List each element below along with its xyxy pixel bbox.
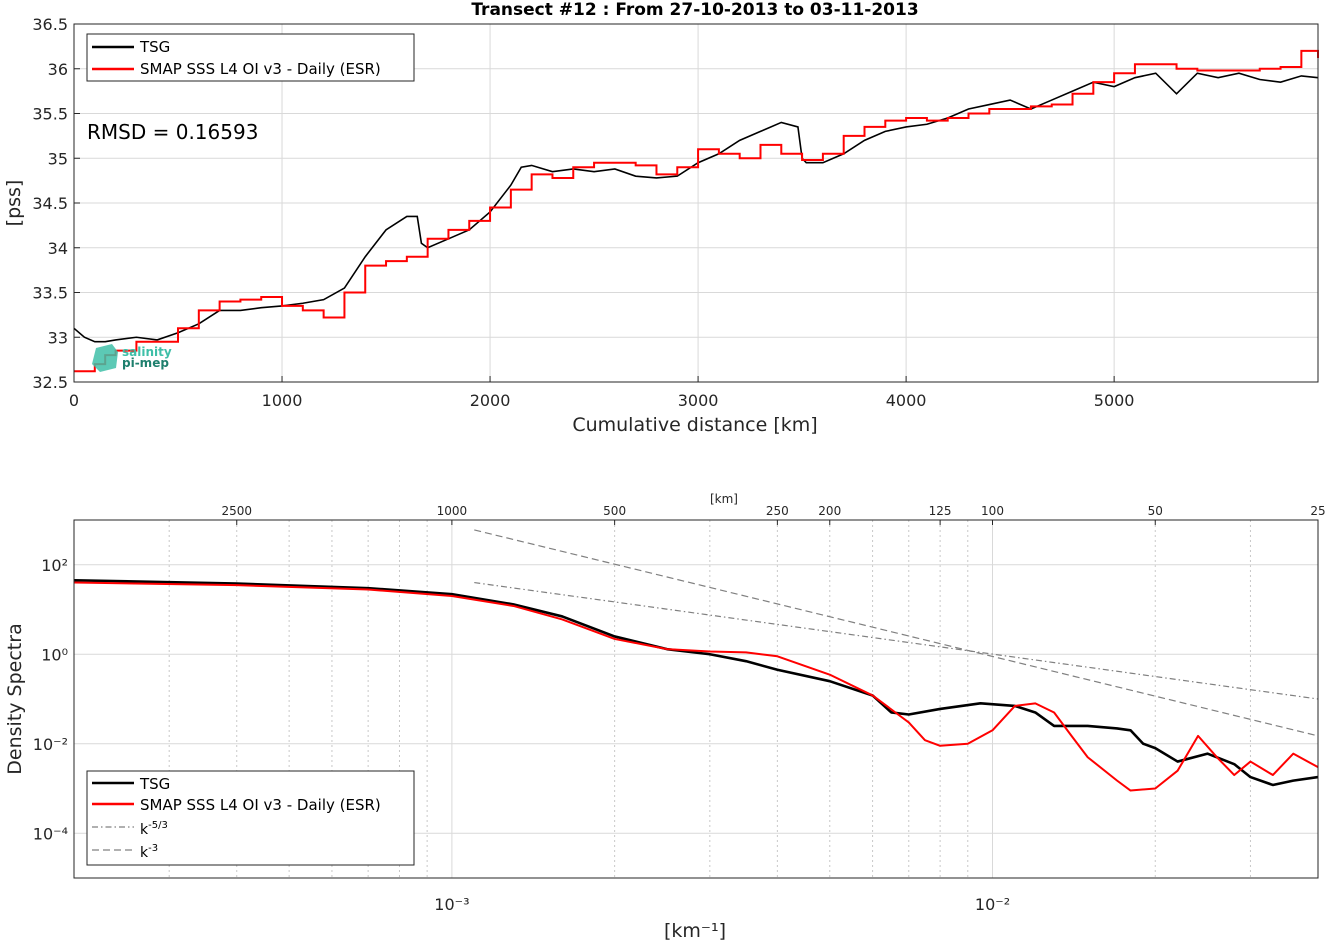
top-x-tick-label: 1000 bbox=[262, 391, 303, 410]
bottom-top-axis-label: [km] bbox=[710, 492, 738, 506]
top-plot-frame bbox=[73, 23, 1319, 383]
top-x-tick-label: 4000 bbox=[886, 391, 927, 410]
bottom-legend-tsg-label: TSG bbox=[139, 775, 170, 793]
bottom-series bbox=[73, 529, 1319, 792]
top-y-tick-label: 33 bbox=[48, 328, 68, 347]
top-series bbox=[73, 49, 1319, 373]
bottom-top-tick-label: 500 bbox=[603, 504, 626, 518]
top-x-tick-label: 3000 bbox=[678, 391, 719, 410]
top-y-tick-label: 36.5 bbox=[32, 15, 68, 34]
bottom-series-smap-line bbox=[73, 581, 1319, 792]
bottom-chart: 10⁻³ 10⁻² 10² 10⁰ 10⁻² 10⁻⁴ 2500 1000 500 250 200 1… bbox=[4, 492, 1326, 942]
top-y-tick-label: 34 bbox=[48, 239, 68, 258]
top-legend: TSG SMAP SSS L4 OI v3 - Daily (ESR) bbox=[86, 33, 415, 82]
bottom-series-tsg-line bbox=[73, 578, 1319, 787]
logo-text-pimep: pi-mep bbox=[122, 356, 169, 370]
top-y-tick-label: 36 bbox=[48, 60, 68, 79]
bottom-top-tick-label: 250 bbox=[766, 504, 789, 518]
top-x-axis-label: Cumulative distance [km] bbox=[572, 414, 817, 436]
bottom-top-tick-label: 100 bbox=[981, 504, 1004, 518]
top-chart: Transect #12 : From 27-10-2013 to 03-11-… bbox=[3, 0, 1319, 436]
top-y-tick-label: 35 bbox=[48, 149, 68, 168]
top-series-smap-line bbox=[74, 49, 1319, 373]
top-legend-tsg-label: TSG bbox=[139, 38, 170, 56]
bottom-legend-smap-label: SMAP SSS L4 OI v3 - Daily (ESR) bbox=[140, 796, 381, 814]
top-x-tick-label: 2000 bbox=[470, 391, 511, 410]
bottom-top-tick-label: 2500 bbox=[221, 504, 252, 518]
top-x-tick-label: 5000 bbox=[1094, 391, 1135, 410]
top-y-axis-label: [pss] bbox=[3, 180, 25, 227]
top-legend-box bbox=[86, 33, 415, 82]
logo-text-salinity: salinity bbox=[122, 345, 172, 359]
bottom-top-tick-label: 25 bbox=[1310, 504, 1325, 518]
bottom-plot-frame bbox=[73, 519, 1319, 879]
salinity-pi-mep-logo: salinity pi-mep bbox=[92, 344, 172, 372]
top-y-tick-label: 32.5 bbox=[32, 373, 68, 392]
bottom-x-tick-label: 10⁻³ bbox=[434, 895, 469, 914]
bottom-y-tick-label: 10² bbox=[41, 556, 68, 575]
bottom-x-axis-label: [km⁻¹] bbox=[664, 920, 726, 942]
bottom-series-k3-line bbox=[474, 529, 1319, 737]
bottom-y-tick-label: 10⁰ bbox=[41, 645, 68, 664]
bottom-y-tick-label: 10⁻² bbox=[33, 735, 68, 754]
bottom-top-tick-label: 125 bbox=[929, 504, 952, 518]
top-legend-smap-label: SMAP SSS L4 OI v3 - Daily (ESR) bbox=[140, 60, 381, 78]
rmsd-annotation: RMSD = 0.16593 bbox=[87, 120, 258, 144]
bottom-top-tick-label: 200 bbox=[818, 504, 841, 518]
bottom-y-axis-label: Density Spectra bbox=[4, 623, 26, 774]
bottom-tick-labels: 10⁻³ 10⁻² 10² 10⁰ 10⁻² 10⁻⁴ 2500 1000 500 250 200 1… bbox=[33, 504, 1326, 914]
top-tick-labels: 0 1000 2000 3000 4000 5000 32.5 33 33.5 34 34.5 35 3… bbox=[32, 15, 1134, 410]
logo-shape bbox=[92, 344, 118, 372]
bottom-legend-box bbox=[86, 770, 415, 866]
bottom-top-tick-label: 1000 bbox=[437, 504, 468, 518]
top-chart-title: Transect #12 : From 27-10-2013 to 03-11-… bbox=[471, 0, 918, 20]
bottom-legend: TSG SMAP SSS L4 OI v3 - Daily (ESR) k-5/… bbox=[86, 770, 415, 866]
bottom-x-tick-label: 10⁻² bbox=[975, 895, 1010, 914]
top-series-tsg-line bbox=[73, 72, 1319, 343]
top-y-tick-label: 34.5 bbox=[32, 194, 68, 213]
bottom-y-tick-label: 10⁻⁴ bbox=[33, 824, 68, 843]
top-x-tick-label: 0 bbox=[69, 391, 79, 410]
bottom-top-tick-label: 50 bbox=[1148, 504, 1163, 518]
top-y-tick-label: 33.5 bbox=[32, 284, 68, 303]
top-y-tick-label: 35.5 bbox=[32, 105, 68, 124]
bottom-series-k53-line bbox=[474, 581, 1319, 700]
